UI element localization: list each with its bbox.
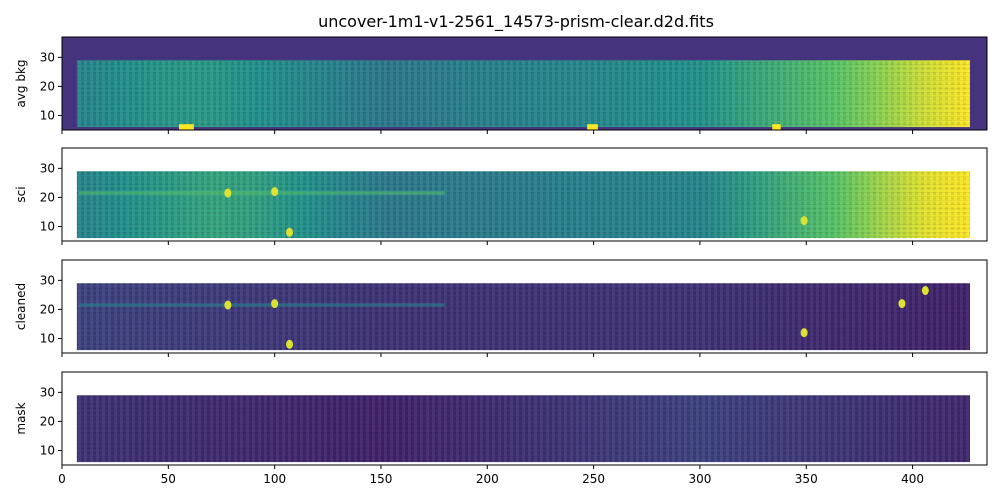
y-axis-label: avg bkg bbox=[14, 59, 28, 107]
x-tick-label: 100 bbox=[263, 472, 286, 486]
trace-1 bbox=[79, 191, 445, 195]
hot-patch-2 bbox=[587, 124, 598, 130]
y-tick-label: 30 bbox=[40, 50, 55, 64]
x-tick-label: 400 bbox=[901, 472, 924, 486]
hot-spot-2 bbox=[224, 300, 232, 310]
image-noise bbox=[76, 60, 970, 128]
y-axis-label: sci bbox=[14, 186, 28, 202]
x-tick-label: 300 bbox=[688, 472, 711, 486]
y-axis-label: cleaned bbox=[14, 283, 28, 330]
y-tick-label: 10 bbox=[40, 443, 55, 457]
x-tick-label: 200 bbox=[476, 472, 499, 486]
hot-spot-4 bbox=[286, 227, 294, 237]
panel-frame bbox=[61, 259, 988, 354]
hot-spot-3 bbox=[271, 187, 279, 197]
y-tick-label: 30 bbox=[40, 161, 55, 175]
hot-spot-5 bbox=[800, 216, 808, 226]
x-tick-label: 50 bbox=[161, 472, 176, 486]
image-noise bbox=[76, 283, 970, 351]
chart-title: uncover-1m1-v1-2561_14573-prism-clear.d2… bbox=[318, 12, 714, 32]
hot-spot-2 bbox=[224, 188, 232, 198]
hot-patch-3 bbox=[772, 124, 781, 130]
y-tick-label: 10 bbox=[40, 108, 55, 122]
panels: 10 20 30 avg bkg 10 20 30 sci 10 20 30 cleaned 10 20 3… bbox=[14, 36, 988, 486]
panel-1: 10 20 30 sci bbox=[14, 147, 988, 245]
y-tick-label: 10 bbox=[40, 331, 55, 345]
hot-spot-7 bbox=[921, 286, 929, 296]
panel-0: 10 20 30 avg bkg bbox=[14, 36, 988, 134]
x-tick-label: 350 bbox=[795, 472, 818, 486]
y-tick-label: 20 bbox=[40, 302, 55, 316]
y-tick-label: 10 bbox=[40, 219, 55, 233]
y-tick-label: 20 bbox=[40, 414, 55, 428]
x-tick-label: 150 bbox=[370, 472, 393, 486]
image-noise bbox=[76, 171, 970, 239]
panel-2: 10 20 30 cleaned bbox=[14, 259, 988, 357]
panel-frame bbox=[61, 147, 988, 242]
y-tick-label: 20 bbox=[40, 79, 55, 93]
y-tick-label: 30 bbox=[40, 273, 55, 287]
trace-1 bbox=[79, 303, 445, 307]
hot-patch-1 bbox=[178, 124, 194, 130]
x-tick-label: 250 bbox=[582, 472, 605, 486]
y-tick-label: 20 bbox=[40, 190, 55, 204]
y-tick-label: 30 bbox=[40, 385, 55, 399]
y-axis-label: mask bbox=[14, 402, 28, 434]
image-noise bbox=[76, 395, 970, 463]
x-tick-label: 0 bbox=[58, 472, 66, 486]
hot-spot-3 bbox=[271, 299, 279, 309]
panel-frame bbox=[61, 371, 988, 466]
hot-spot-6 bbox=[898, 299, 906, 309]
panel-frame bbox=[61, 36, 988, 131]
hot-spot-4 bbox=[286, 339, 294, 349]
hot-spot-5 bbox=[800, 328, 808, 338]
